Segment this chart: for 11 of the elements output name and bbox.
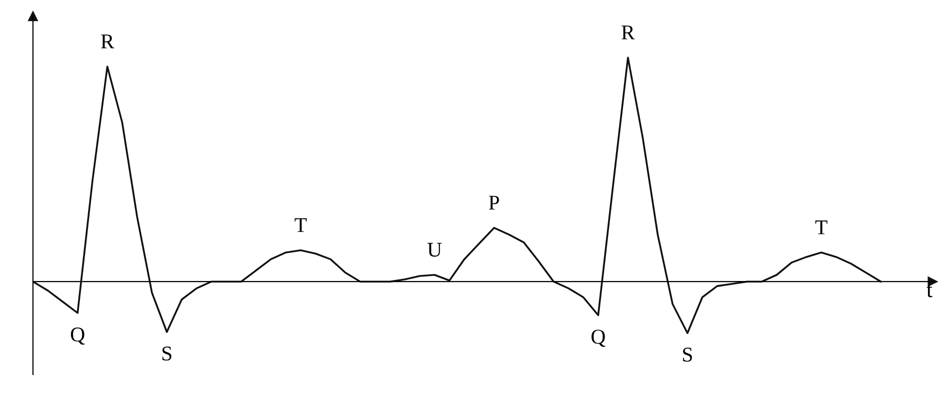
text: S: [162, 346, 172, 361]
text: S: [683, 348, 692, 362]
text: R: [622, 26, 635, 40]
annotation: T: [815, 220, 828, 234]
x-axis-title: t: [926, 284, 932, 298]
annotation: P: [488, 196, 500, 210]
text: R: [100, 34, 114, 48]
annotation: T: [294, 218, 307, 232]
annotation: U: [427, 242, 442, 257]
annotation: Q: [592, 330, 606, 347]
annotation: Q: [70, 328, 85, 345]
